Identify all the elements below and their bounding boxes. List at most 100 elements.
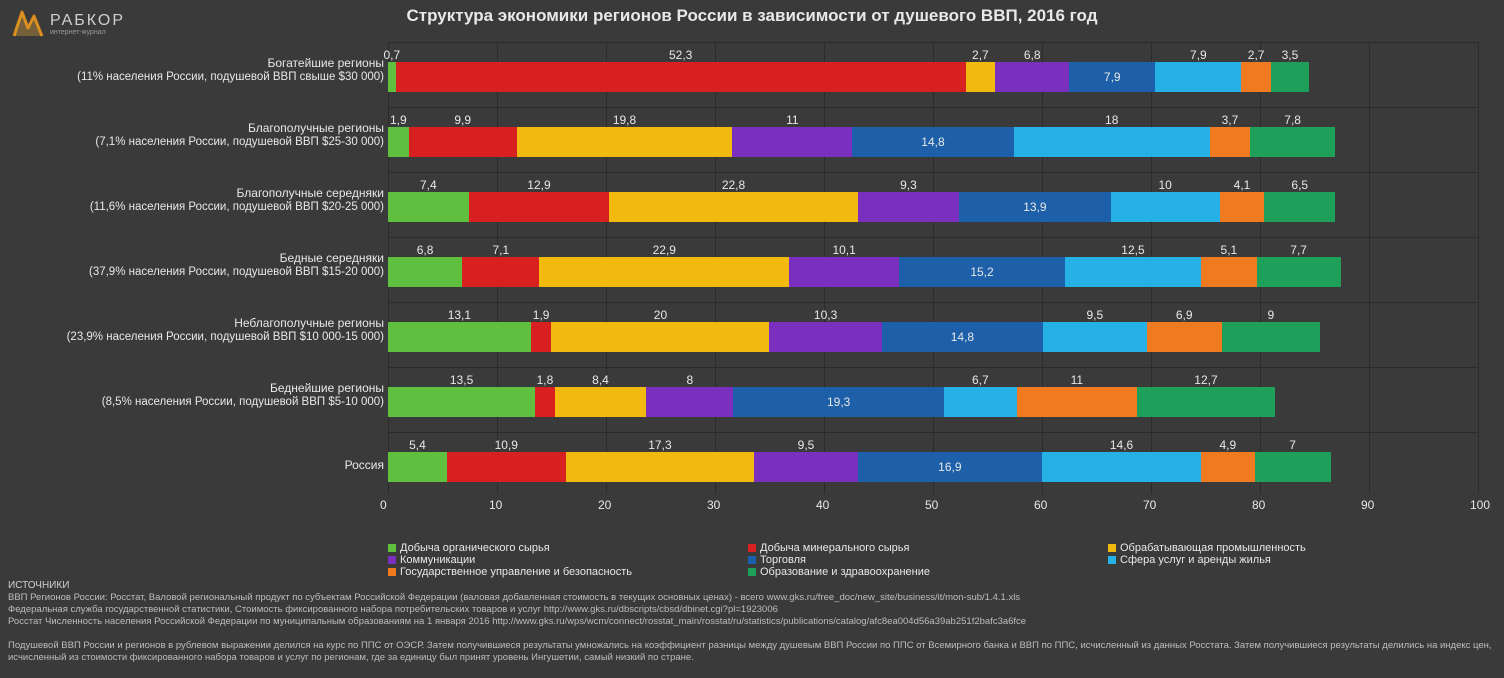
bar-segment: 1,9 bbox=[531, 322, 552, 352]
bar-segment: 15,2 bbox=[899, 257, 1065, 287]
bar-segment-label: 5,4 bbox=[409, 438, 426, 452]
row-label-primary: Неблагополучные регионы bbox=[0, 316, 384, 330]
row-label-secondary: (8,5% населения России, подушевой ВВП $5… bbox=[0, 395, 384, 409]
bar-segment-label: 12,7 bbox=[1194, 373, 1217, 387]
footnote: Подушевой ВВП России и регионов в рублев… bbox=[8, 640, 1496, 664]
ytickline bbox=[388, 237, 1478, 238]
chart-title: Структура экономики регионов России в за… bbox=[0, 6, 1504, 26]
bar-segment: 2,7 bbox=[966, 62, 995, 92]
bar-segment: 6,5 bbox=[1264, 192, 1335, 222]
legend-label: Торговля bbox=[760, 554, 806, 566]
bar-segment-label: 2,7 bbox=[1248, 48, 1265, 62]
bar-segment: 5,1 bbox=[1201, 257, 1257, 287]
legend-label: Обрабатывающая промышленность bbox=[1120, 542, 1306, 554]
bar-segment: 4,1 bbox=[1220, 192, 1265, 222]
legend-label: Государственное управление и безопасност… bbox=[400, 566, 632, 578]
bar-segment: 3,5 bbox=[1271, 62, 1309, 92]
bar-segment-label: 6,5 bbox=[1291, 178, 1308, 192]
ytickline bbox=[388, 302, 1478, 303]
bar-segment-label: 52,3 bbox=[669, 48, 692, 62]
page-root: РАБКОР интернет-журнал Структура экономи… bbox=[0, 0, 1504, 678]
bar-segment: 18 bbox=[1014, 127, 1210, 157]
bar-segment: 9,5 bbox=[1043, 322, 1147, 352]
legend-label: Образование и здравоохранение bbox=[760, 566, 930, 578]
bar-segment-label: 12,9 bbox=[527, 178, 550, 192]
bar-segment-label: 18 bbox=[1105, 113, 1118, 127]
row-label: Неблагополучные регионы(23,9% населения … bbox=[0, 316, 384, 344]
bar-segment: 52,3 bbox=[396, 62, 966, 92]
legend-item: Торговля bbox=[748, 554, 1108, 566]
bar-segment-label: 6,7 bbox=[972, 373, 989, 387]
bar-segment-label: 13,1 bbox=[448, 308, 471, 322]
bar-segment: 11 bbox=[732, 127, 852, 157]
x-axis-tick-label: 70 bbox=[1143, 498, 1156, 512]
legend-label: Коммуникации bbox=[400, 554, 475, 566]
row-label: Богатейшие регионы(11% населения России,… bbox=[0, 56, 384, 84]
legend-item: Добыча органического сырья bbox=[388, 542, 748, 554]
bar-segment-label: 7,1 bbox=[492, 243, 509, 257]
bar-segment-label: 13,9 bbox=[1023, 200, 1046, 214]
bar-row: 0,752,32,76,87,97,92,73,5 bbox=[388, 62, 1309, 92]
sources-heading: ИСТОЧНИКИ bbox=[8, 580, 1496, 592]
row-label-primary: Богатейшие регионы bbox=[0, 56, 384, 70]
legend-swatch bbox=[748, 568, 756, 576]
legend-item: Образование и здравоохранение bbox=[748, 566, 1108, 578]
bar-segment-label: 14,8 bbox=[921, 135, 944, 149]
bar-segment-label: 3,5 bbox=[1282, 48, 1299, 62]
bar-segment-label: 4,9 bbox=[1219, 438, 1236, 452]
bar-segment: 11 bbox=[1017, 387, 1137, 417]
bar-segment-label: 6,9 bbox=[1176, 308, 1193, 322]
row-label-secondary: (23,9% населения России, подушевой ВВП $… bbox=[0, 330, 384, 344]
legend-item: Коммуникации bbox=[388, 554, 748, 566]
row-label-primary: Беднейшие регионы bbox=[0, 381, 384, 395]
bar-segment: 1,8 bbox=[535, 387, 555, 417]
bar-segment: 6,7 bbox=[944, 387, 1017, 417]
legend-row: Коммуникации Торговля Сфера услуг и аренды… bbox=[388, 554, 1478, 566]
bar-segment: 16,9 bbox=[858, 452, 1042, 482]
bar-segment-label: 10,1 bbox=[832, 243, 855, 257]
bar-segment-label: 16,9 bbox=[938, 460, 961, 474]
bar-segment-label: 9,5 bbox=[798, 438, 815, 452]
bar-segment: 13,5 bbox=[388, 387, 535, 417]
bar-segment: 8 bbox=[646, 387, 733, 417]
legend-row: Добыча органического сырья Добыча минерал… bbox=[388, 542, 1478, 554]
bar-segment: 7,8 bbox=[1250, 127, 1335, 157]
row-label: Благополучные середняки(11,6% населения … bbox=[0, 186, 384, 214]
bar-segment: 14,8 bbox=[882, 322, 1043, 352]
bar-segment-label: 10,3 bbox=[814, 308, 837, 322]
x-axis-tick-label: 100 bbox=[1470, 498, 1490, 512]
legend-item: Государственное управление и безопасност… bbox=[388, 566, 748, 578]
bar-row: 13,11,92010,314,89,56,99 bbox=[388, 322, 1320, 352]
bar-segment: 0,7 bbox=[388, 62, 396, 92]
legend-label: Сфера услуг и аренды жилья bbox=[1120, 554, 1271, 566]
bar-segment: 6,9 bbox=[1147, 322, 1222, 352]
bar-segment: 19,3 bbox=[733, 387, 943, 417]
bar-segment-label: 6,8 bbox=[417, 243, 434, 257]
bar-row: 7,412,922,89,313,9104,16,5 bbox=[388, 192, 1335, 222]
bar-segment-label: 7,9 bbox=[1190, 48, 1207, 62]
bar-segment-label: 10,9 bbox=[495, 438, 518, 452]
bar-segment: 7,7 bbox=[1257, 257, 1341, 287]
bar-segment-label: 19,8 bbox=[613, 113, 636, 127]
sources: ИСТОЧНИКИ ВВП Регионов России: Росстат, … bbox=[8, 580, 1496, 628]
bar-segment-label: 9,9 bbox=[454, 113, 471, 127]
bar-segment-label: 15,2 bbox=[970, 265, 993, 279]
bar-segment-label: 6,8 bbox=[1024, 48, 1041, 62]
bar-segment: 7,9 bbox=[1069, 62, 1155, 92]
bar-segment: 14,6 bbox=[1042, 452, 1201, 482]
legend-label: Добыча минерального сырья bbox=[760, 542, 909, 554]
bar-segment: 19,8 bbox=[517, 127, 733, 157]
x-axis-tick-label: 20 bbox=[598, 498, 611, 512]
bar-segment: 17,3 bbox=[566, 452, 755, 482]
legend-item: Добыча минерального сырья bbox=[748, 542, 1108, 554]
source-line: Росстат Численность населения Российской… bbox=[8, 616, 1496, 628]
bar-segment-label: 8 bbox=[687, 373, 694, 387]
x-axis-tick-label: 10 bbox=[489, 498, 502, 512]
bar-segment: 6,8 bbox=[388, 257, 462, 287]
row-label-primary: Благополучные регионы bbox=[0, 121, 384, 135]
legend-row: Государственное управление и безопасност… bbox=[388, 566, 1478, 578]
source-line: Федеральная служба государственной стати… bbox=[8, 604, 1496, 616]
row-label-secondary: (37,9% населения России, подушевой ВВП $… bbox=[0, 265, 384, 279]
bar-segment-label: 7,7 bbox=[1290, 243, 1307, 257]
bar-segment: 13,9 bbox=[959, 192, 1111, 222]
